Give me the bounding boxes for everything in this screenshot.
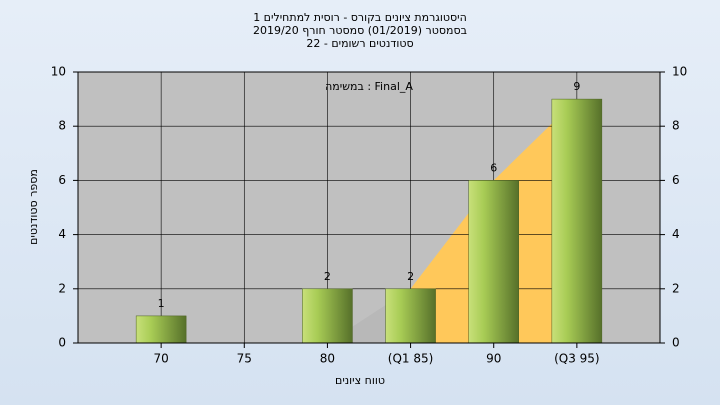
x-tick-label: 70 bbox=[154, 352, 169, 366]
x-tick-label: 75 bbox=[237, 352, 252, 366]
y-tick-label: 0 bbox=[58, 336, 66, 350]
annotation: במשימה : Final_A bbox=[325, 80, 413, 93]
x-tick-label: 90 bbox=[486, 352, 501, 366]
y-tick-label: 4 bbox=[58, 227, 66, 241]
x-tick-label: 80 bbox=[320, 352, 335, 366]
y2-tick-label: 4 bbox=[672, 227, 680, 241]
data-label: 1 bbox=[158, 297, 165, 310]
bar bbox=[551, 98, 603, 344]
data-label: 2 bbox=[407, 270, 414, 283]
bar bbox=[468, 180, 519, 344]
bar bbox=[135, 315, 187, 344]
title-line: סטודנטים רשומים - 22 bbox=[306, 37, 413, 50]
y2-tick-label: 8 bbox=[672, 119, 680, 133]
bar bbox=[302, 288, 353, 344]
y2-tick-label: 0 bbox=[672, 336, 680, 350]
y-axis-label: מספר סטודנטים bbox=[27, 169, 40, 245]
data-label: 9 bbox=[573, 80, 580, 93]
title-line: בסמסטר (01/2019) סמסטר חורף 2019/20 bbox=[253, 24, 467, 37]
data-label: 6 bbox=[490, 161, 497, 174]
title-line: היסטוגרמת ציונים בקורס - רוסית למתחילים … bbox=[253, 11, 467, 24]
y2-tick-label: 10 bbox=[672, 65, 687, 79]
x-axis-label: טווח ציונים bbox=[335, 374, 385, 387]
y-tick-label: 10 bbox=[51, 65, 66, 79]
bar bbox=[385, 288, 436, 344]
y2-tick-label: 2 bbox=[672, 281, 680, 295]
y-tick-label: 2 bbox=[58, 281, 66, 295]
plot-frame bbox=[77, 71, 661, 344]
x-tick-label: (Q1 85) bbox=[388, 352, 434, 366]
y-tick-label: 8 bbox=[58, 119, 66, 133]
data-label: 2 bbox=[324, 270, 331, 283]
y2-tick-label: 6 bbox=[672, 173, 680, 187]
y-tick-label: 6 bbox=[58, 173, 66, 187]
x-tick-label: (Q3 95) bbox=[554, 352, 600, 366]
